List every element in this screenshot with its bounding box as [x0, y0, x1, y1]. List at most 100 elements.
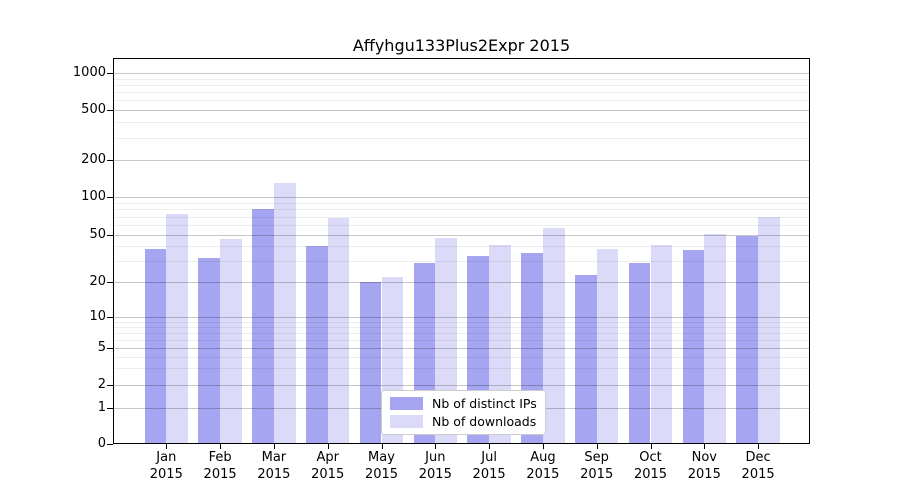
bar-distinct-ips: [359, 282, 382, 443]
x-tick-month: Oct: [639, 450, 662, 465]
legend-label-distinct-ips: Nb of distinct IPs: [432, 396, 537, 411]
bar-distinct-ips: [682, 250, 705, 443]
x-tick-label: May 2015: [342, 449, 422, 483]
x-tick-label: Aug 2015: [503, 449, 583, 483]
gridline-major: [114, 73, 809, 74]
x-tick-label: Apr 2015: [288, 449, 368, 483]
x-tick-year: 2015: [741, 467, 775, 482]
x-tick-month: Sep: [584, 450, 609, 465]
bar-distinct-ips: [736, 236, 759, 443]
x-tick-mark: [542, 444, 544, 449]
bar-downloads: [166, 214, 189, 443]
x-tick-label: Sep 2015: [557, 449, 637, 483]
bar-downloads: [704, 233, 727, 443]
x-tick-month: Jan: [156, 450, 177, 465]
y-tick-label: 10: [89, 309, 106, 324]
legend-label-downloads: Nb of downloads: [432, 414, 537, 429]
x-tick-month: Dec: [745, 450, 771, 465]
gridline-minor: [114, 202, 809, 204]
chart-title: Affyhgu133Plus2Expr 2015: [352, 36, 571, 55]
bar-downloads: [220, 239, 242, 443]
x-tick-year: 2015: [472, 467, 506, 482]
x-tick-year: 2015: [203, 467, 237, 482]
x-tick-mark: [596, 444, 598, 449]
x-tick-year: 2015: [149, 467, 183, 482]
x-tick-mark: [220, 444, 222, 449]
x-tick-mark: [273, 444, 275, 449]
x-tick-year: 2015: [687, 467, 721, 482]
gridline-major: [114, 235, 809, 236]
x-tick-year: 2015: [257, 467, 291, 482]
bar-downloads: [596, 249, 619, 443]
gridline-minor: [114, 84, 809, 86]
x-tick-year: 2015: [526, 467, 560, 482]
x-tick-month: Mar: [261, 450, 287, 465]
legend-swatch-distinct-ips: [390, 397, 423, 410]
plot-area: Nb of distinct IPs Nb of downloads: [113, 58, 810, 444]
bar-distinct-ips: [574, 274, 597, 443]
y-tick-label: 2: [97, 376, 106, 392]
x-tick-year: 2015: [633, 467, 668, 482]
y-tick-label: 100: [81, 189, 106, 204]
x-tick-month: May: [368, 450, 395, 465]
y-tick-label: 0: [97, 436, 106, 451]
x-tick-mark: [489, 444, 491, 449]
gridline-major: [114, 197, 809, 198]
x-tick-label: Feb 2015: [180, 449, 260, 483]
x-tick-month: Apr: [316, 450, 339, 465]
gridline-minor: [114, 216, 809, 218]
gridline-minor: [114, 332, 809, 334]
x-tick-month: Aug: [530, 450, 556, 465]
x-tick-mark: [704, 444, 706, 449]
bar-distinct-ips: [252, 209, 274, 443]
bar-distinct-ips: [144, 249, 167, 443]
gridline-major: [114, 110, 809, 111]
gridline-minor: [114, 246, 809, 248]
y-tick-label: 500: [81, 102, 106, 117]
x-tick-year: 2015: [311, 467, 345, 482]
x-tick-label: Jun 2015: [395, 449, 475, 483]
x-tick-mark: [166, 444, 168, 449]
x-tick-year: 2015: [364, 467, 399, 482]
gridline-minor: [114, 78, 809, 80]
gridline-minor: [114, 122, 809, 124]
gridline-minor: [114, 368, 809, 370]
legend-item-downloads: Nb of downloads: [390, 414, 537, 429]
y-tick-label: 50: [89, 227, 106, 242]
y-tick-label: 1: [97, 400, 106, 415]
x-tick-month: Feb: [208, 450, 232, 465]
y-tick-label: 20: [89, 274, 106, 289]
x-tick-label: Jul 2015: [449, 449, 529, 483]
gridline-minor: [114, 209, 809, 211]
x-tick-year: 2015: [418, 467, 452, 482]
gridline-minor: [114, 356, 809, 358]
y-tick-label: 200: [81, 152, 106, 167]
x-tick-mark: [650, 444, 652, 449]
x-tick-mark: [381, 444, 383, 449]
legend-item-distinct-ips: Nb of distinct IPs: [390, 396, 537, 411]
gridline-major: [114, 384, 809, 386]
legend-swatch-downloads: [390, 415, 423, 428]
x-tick-year: 2015: [580, 467, 614, 482]
x-tick-mark: [327, 444, 329, 449]
gridline-minor: [114, 100, 809, 102]
x-tick-month: Jun: [425, 450, 446, 465]
gridline-major: [114, 348, 809, 349]
x-tick-label: Nov 2015: [664, 449, 744, 483]
gridline-minor: [114, 92, 809, 94]
gridline-minor: [114, 339, 809, 341]
gridline-major: [114, 317, 809, 318]
x-tick-month: Nov: [691, 450, 717, 465]
gridline-minor: [114, 225, 809, 226]
bar-distinct-ips: [198, 257, 221, 443]
bar-downloads: [542, 227, 565, 443]
bar-downloads: [650, 245, 673, 443]
y-tick-mark: [107, 444, 113, 445]
gridline-minor: [114, 326, 809, 328]
bar-distinct-ips: [628, 262, 651, 443]
gridline-minor: [114, 137, 809, 139]
x-tick-label: Jan 2015: [126, 449, 206, 483]
gridline-major: [114, 160, 809, 161]
x-tick-month: Jul: [481, 450, 497, 465]
